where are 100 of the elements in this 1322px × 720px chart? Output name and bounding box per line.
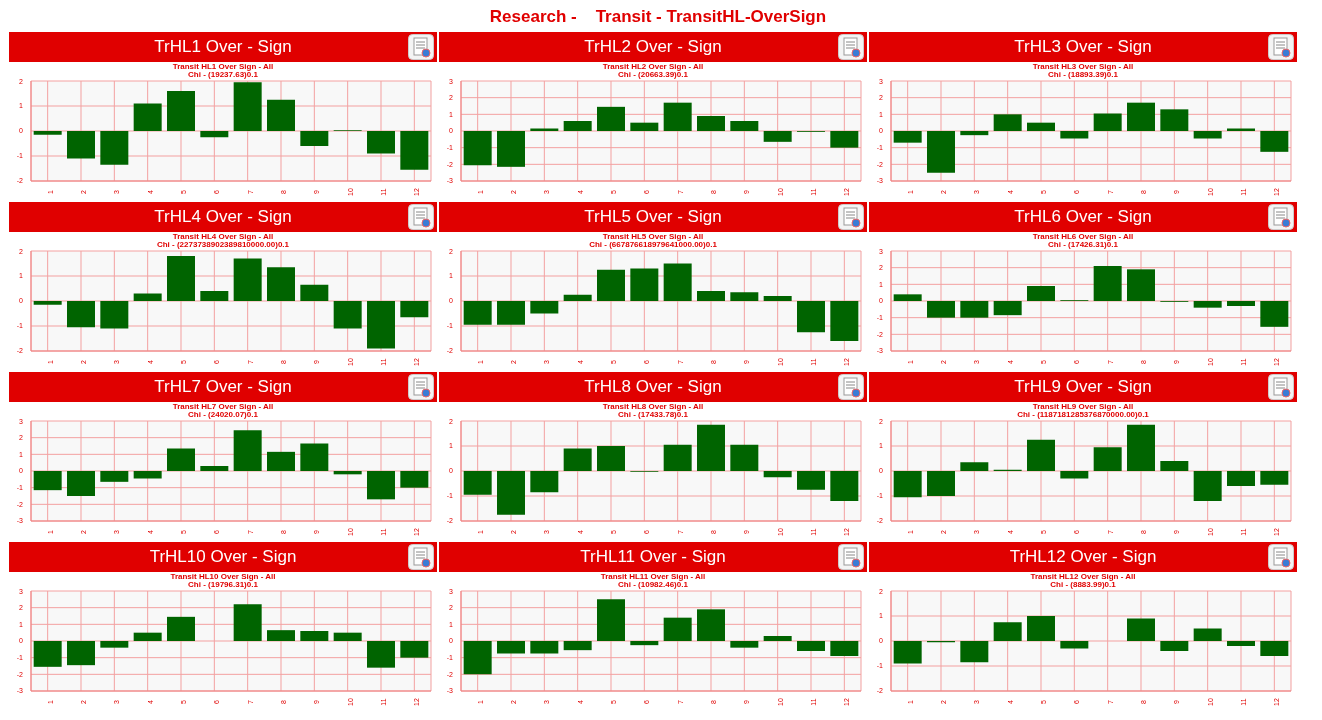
bar (33, 471, 62, 491)
bar (797, 301, 825, 333)
bar (1127, 102, 1155, 131)
text: Chi - (24020.07)0.1 (187, 410, 259, 419)
bar (33, 131, 62, 135)
chart-subtitle: Transit HL7 Over Sign - All (171, 402, 275, 411)
chart-subtitle: Transit HL6 Over Sign - All (1031, 232, 1135, 241)
bar (233, 430, 262, 471)
bar (597, 106, 625, 131)
bar (730, 292, 759, 301)
bar (200, 291, 229, 301)
bar (1093, 113, 1122, 131)
bar (167, 91, 195, 131)
bar (67, 301, 95, 328)
bar (1260, 301, 1289, 327)
bar (367, 131, 395, 154)
bar (400, 131, 429, 170)
bar (233, 82, 262, 131)
bar (663, 444, 692, 471)
bar (763, 471, 792, 478)
bar (400, 641, 429, 658)
bar (300, 631, 329, 641)
bar (200, 131, 229, 138)
bar (463, 471, 492, 495)
bar (993, 114, 1022, 131)
bar (1060, 641, 1089, 649)
bar (233, 604, 262, 641)
text: Chi - (1187181285376870000.00)0.1 (1016, 410, 1150, 419)
bar (1227, 471, 1255, 486)
chart-title: TrHL4 Over - Sign (9, 202, 437, 232)
bar (200, 466, 229, 471)
chart-title: TrHL7 Over - Sign (9, 372, 437, 402)
bar (1193, 131, 1222, 139)
bar (463, 641, 492, 675)
bar (233, 258, 262, 301)
bar (400, 301, 429, 318)
bar (1127, 269, 1155, 301)
bar (133, 632, 162, 641)
bar (797, 641, 825, 651)
bar (1160, 641, 1189, 651)
bar (267, 630, 295, 641)
bar (530, 641, 559, 654)
chart-subtitle: Transit HL2 Over Sign - All (601, 62, 705, 71)
bar (67, 641, 95, 666)
bar (927, 301, 955, 318)
chart-subtitle: Transit HL9 Over Sign - All (1031, 402, 1134, 411)
chart-subtitle: Transit HL8 Over Sign - All (601, 402, 705, 411)
bar (697, 609, 725, 641)
bar (960, 641, 989, 663)
bar (1260, 641, 1289, 656)
bar (67, 471, 95, 496)
text: Chi - (667876618979641000.00)0.1 (588, 240, 718, 249)
bar (33, 301, 62, 305)
bar (630, 641, 659, 646)
chart-title: TrHL3 Over - Sign (869, 32, 1297, 62)
bar (100, 641, 129, 648)
bar (100, 301, 129, 329)
bar (367, 641, 395, 668)
bar (267, 451, 295, 471)
text: Chi - (2273738902389810000.00)0.1 (155, 240, 291, 249)
bar (1260, 131, 1289, 152)
bar (300, 284, 329, 301)
bar (697, 291, 725, 301)
bar (893, 471, 922, 498)
bar (730, 121, 759, 131)
text: Research - Transit - TransitHL-OverSign (488, 7, 828, 28)
bar (333, 301, 362, 329)
bar (367, 301, 395, 349)
chart-title: TrHL5 Over - Sign (439, 202, 867, 232)
chart-subtitle: Transit HL3 Over Sign - All (1031, 62, 1135, 71)
bar (1193, 628, 1222, 641)
chart-title: TrHL10 Over - Sign (9, 542, 437, 572)
bar (663, 263, 692, 301)
bar (133, 293, 162, 301)
bar (597, 446, 625, 471)
bar (1127, 424, 1155, 471)
text: Chi - (19237.63)0.1 (187, 70, 259, 79)
bar (697, 116, 725, 131)
bar (497, 301, 525, 325)
bar (530, 301, 559, 314)
chart-subtitle: Transit HL4 Over Sign - All (171, 232, 274, 241)
bar (927, 471, 955, 496)
bar (100, 131, 129, 165)
text: Chi - (8883.99)0.1 (1049, 580, 1116, 589)
text: Chi - (18893.39)0.1 (1047, 70, 1119, 79)
bar (300, 443, 329, 471)
bar (1093, 266, 1122, 301)
bar (400, 471, 429, 488)
chart-title: TrHL6 Over - Sign (869, 202, 1297, 232)
bar (1127, 618, 1155, 641)
bar (1027, 439, 1055, 471)
bar (463, 301, 492, 325)
bar (597, 599, 625, 641)
text: Chi - (17433.78)0.1 (617, 410, 689, 419)
bar (830, 301, 859, 341)
bar (267, 99, 295, 131)
bar (497, 641, 525, 654)
bar (1093, 447, 1122, 471)
chart-title: TrHL11 Over - Sign (439, 542, 867, 572)
bar (1027, 286, 1055, 301)
